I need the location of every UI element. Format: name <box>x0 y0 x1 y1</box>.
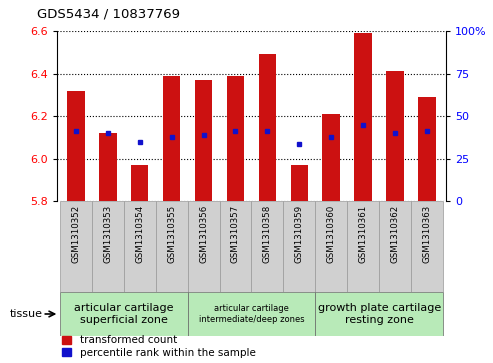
Text: GSM1310356: GSM1310356 <box>199 205 208 263</box>
Text: articular cartilage
intermediate/deep zones: articular cartilage intermediate/deep zo… <box>199 304 304 324</box>
Text: articular cartilage
superficial zone: articular cartilage superficial zone <box>74 303 174 325</box>
Text: GSM1310361: GSM1310361 <box>359 205 368 263</box>
FancyBboxPatch shape <box>219 201 251 292</box>
Bar <box>290 165 308 201</box>
Text: GSM1310358: GSM1310358 <box>263 205 272 263</box>
Bar <box>387 72 404 201</box>
FancyBboxPatch shape <box>283 201 316 292</box>
Text: GSM1310354: GSM1310354 <box>135 205 144 263</box>
Text: GDS5434 / 10837769: GDS5434 / 10837769 <box>37 8 180 21</box>
Text: tissue: tissue <box>10 309 43 319</box>
Bar <box>322 114 340 201</box>
FancyBboxPatch shape <box>92 201 124 292</box>
FancyBboxPatch shape <box>347 201 379 292</box>
Bar <box>99 133 116 201</box>
Text: GSM1310355: GSM1310355 <box>167 205 176 263</box>
Text: GSM1310353: GSM1310353 <box>103 205 112 263</box>
FancyBboxPatch shape <box>187 201 219 292</box>
Text: GSM1310363: GSM1310363 <box>423 205 431 263</box>
Bar <box>131 165 148 201</box>
Bar <box>163 76 180 201</box>
Bar <box>354 33 372 201</box>
FancyBboxPatch shape <box>187 292 316 336</box>
Text: GSM1310357: GSM1310357 <box>231 205 240 263</box>
FancyBboxPatch shape <box>251 201 283 292</box>
Legend: transformed count, percentile rank within the sample: transformed count, percentile rank withi… <box>62 335 255 358</box>
Bar <box>259 54 276 201</box>
Text: GSM1310360: GSM1310360 <box>327 205 336 263</box>
Text: growth plate cartilage
resting zone: growth plate cartilage resting zone <box>317 303 441 325</box>
Text: GSM1310362: GSM1310362 <box>390 205 400 263</box>
Bar <box>195 80 212 201</box>
FancyBboxPatch shape <box>124 201 156 292</box>
Bar <box>418 97 436 201</box>
Text: GSM1310359: GSM1310359 <box>295 205 304 263</box>
Bar <box>227 76 244 201</box>
Bar <box>67 90 85 201</box>
FancyBboxPatch shape <box>379 201 411 292</box>
FancyBboxPatch shape <box>411 201 443 292</box>
Text: GSM1310352: GSM1310352 <box>71 205 80 263</box>
FancyBboxPatch shape <box>156 201 187 292</box>
FancyBboxPatch shape <box>60 201 92 292</box>
FancyBboxPatch shape <box>316 292 443 336</box>
FancyBboxPatch shape <box>60 292 187 336</box>
FancyBboxPatch shape <box>316 201 347 292</box>
